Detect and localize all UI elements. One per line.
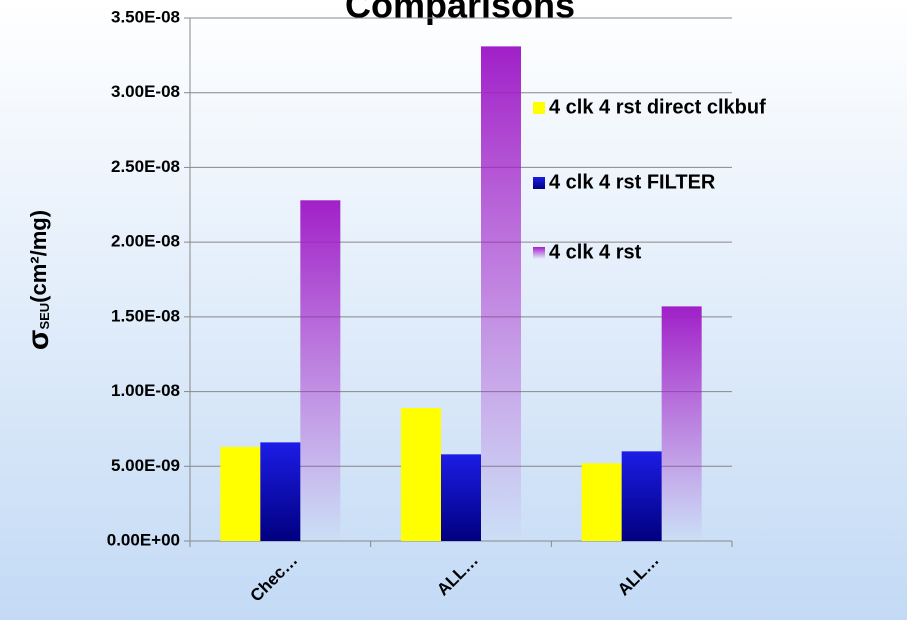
bar	[441, 454, 481, 541]
bar	[260, 442, 301, 541]
y-tick-label: 1.00E-08	[111, 381, 180, 400]
y-label-subscript: SEU	[37, 303, 52, 330]
chart-title: Comparisons	[345, 0, 575, 26]
legend-label: 4 clk 4 rst	[549, 241, 642, 263]
y-tick-label: 2.50E-08	[111, 157, 180, 176]
legend-swatch	[533, 247, 545, 259]
legend-label: 4 clk 4 rst FILTER	[549, 171, 716, 193]
bar	[661, 306, 702, 541]
bar	[481, 46, 521, 542]
y-tick-label: 3.50E-08	[111, 7, 180, 26]
bar	[621, 451, 662, 541]
bar	[300, 200, 341, 541]
y-tick-label: 5.00E-09	[111, 456, 180, 475]
legend-swatch	[533, 102, 545, 114]
y-tick-label: 3.00E-08	[111, 82, 180, 101]
y-label-unit: (cm²/mg)	[26, 210, 51, 303]
bar	[401, 408, 441, 541]
legend-swatch	[533, 177, 545, 189]
y-tick-label: 0.00E+00	[107, 530, 180, 549]
y-tick-label: 1.50E-08	[111, 306, 180, 325]
y-axis-label: σSEU(cm²/mg)	[22, 210, 55, 350]
y-tick-label: 2.00E-08	[111, 232, 180, 251]
legend-label: 4 clk 4 rst direct clkbuf	[549, 96, 766, 118]
y-label-symbol: σ	[22, 330, 55, 351]
bar	[220, 446, 261, 541]
bar	[581, 463, 622, 541]
